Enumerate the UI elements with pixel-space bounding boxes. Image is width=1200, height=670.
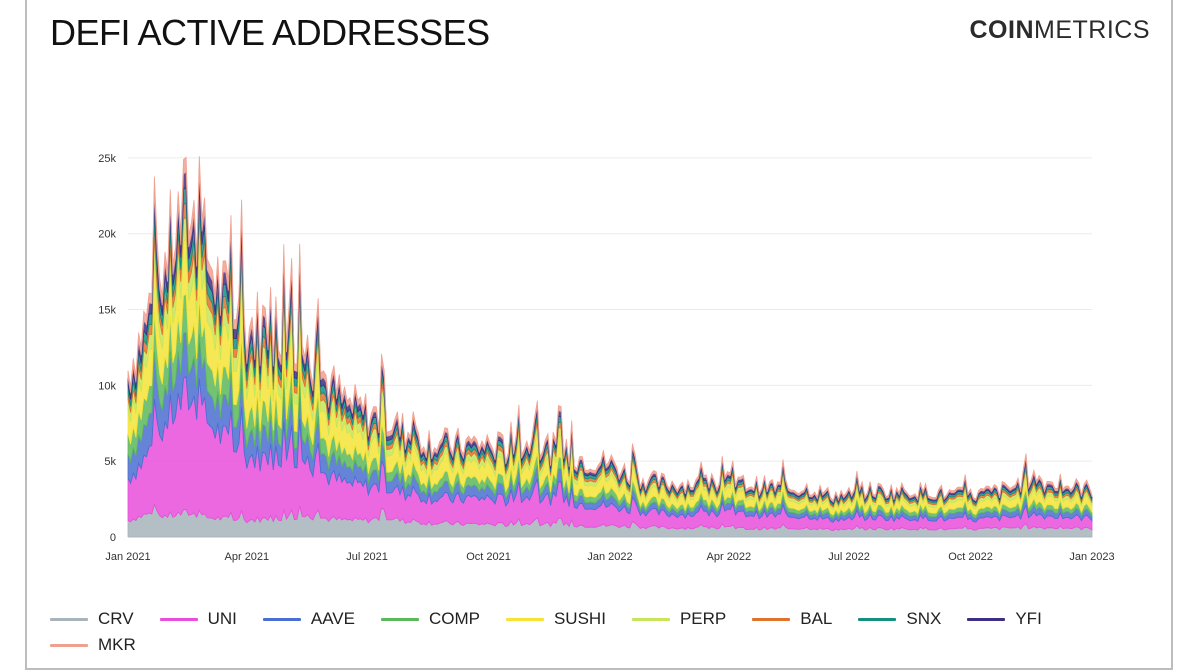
x-tick-label: Apr 2021 [225,551,270,563]
legend-label: UNI [207,609,237,628]
area-series [127,156,1093,538]
x-tick-label: Apr 2022 [707,551,752,563]
brand-logo-light: METRICS [1034,16,1150,44]
brand-logo-bold: COIN [969,16,1034,44]
y-tick-label: 25k [98,153,116,165]
legend-swatch [631,617,670,621]
legend-label: SNX [906,609,942,628]
legend-item-sushi[interactable]: SUSHI [505,606,606,632]
x-tick-label: Jan 2022 [587,551,632,563]
legend-item-aave[interactable]: AAVE [262,606,355,632]
legend-item-crv[interactable]: CRV [50,606,134,632]
legend-label: SUSHI [553,609,606,628]
legend-label: PERP [679,609,727,628]
y-tick-label: 5k [104,456,116,468]
legend-swatch [50,617,88,621]
legend-label: BAL [800,609,833,628]
y-tick-label: 20k [98,229,116,241]
x-tick-label: Oct 2021 [466,551,511,563]
chart-title: DEFI ACTIVE ADDRESSES [50,12,490,53]
legend-label: CRV [98,609,134,628]
legend-swatch [380,617,419,621]
legend-label: MKR [98,635,136,654]
legend-swatch [262,617,301,621]
legend-item-yfi[interactable]: YFI [967,606,1042,632]
x-tick-label: Jul 2022 [828,551,870,563]
legend-item-perp[interactable]: PERP [631,606,727,632]
legend: CRV UNI AAVE COMP SUSHI PERP BAL SNX YFI MKR [50,606,1130,658]
y-tick-label: 15k [98,305,116,317]
area-mkr [127,156,1093,503]
legend-label: YFI [1015,609,1042,628]
legend-label: COMP [428,609,480,628]
legend-swatch [159,617,198,621]
x-tick-label: Oct 2022 [948,551,993,563]
legend-swatch [50,643,88,647]
legend-item-snx[interactable]: SNX [858,606,941,632]
x-tick-label: Jan 2021 [105,551,150,563]
x-axis: Jan 2021 Apr 2021 Jul 2021 Oct 2021 Jan 2022… [105,551,1114,563]
y-tick-label: 0 [110,532,116,544]
legend-item-comp[interactable]: COMP [380,606,480,632]
legend-swatch [858,617,897,621]
legend-swatch [505,617,544,621]
legend-item-uni[interactable]: UNI [159,606,237,632]
legend-item-mkr[interactable]: MKR [50,632,136,658]
legend-label: AAVE [310,609,355,628]
stacked-area-chart: 0 5k 10k 15k 20k 25k Jan 2021 Apr 2021 Jul 2021… [98,153,1114,563]
brand-logo: COINMETRICS [970,16,1151,45]
x-tick-label: Jan 2023 [1069,551,1114,563]
y-tick-label: 10k [98,380,116,392]
legend-swatch [752,617,791,621]
y-axis: 0 5k 10k 15k 20k 25k [98,153,116,544]
legend-item-bal[interactable]: BAL [752,606,832,632]
x-tick-label: Jul 2021 [346,551,388,563]
legend-swatch [967,617,1006,621]
